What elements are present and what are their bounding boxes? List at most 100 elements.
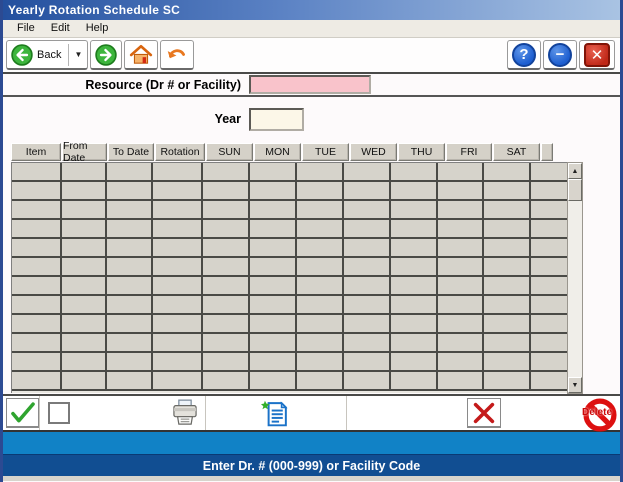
table-cell[interactable] xyxy=(484,315,531,332)
table-cell[interactable] xyxy=(250,201,297,218)
table-cell[interactable] xyxy=(62,372,107,389)
back-dropdown-caret-icon[interactable]: ▼ xyxy=(74,50,83,59)
table-cell[interactable] xyxy=(250,315,297,332)
table-cell[interactable] xyxy=(153,258,203,275)
table-cell[interactable] xyxy=(107,220,153,237)
table-cell[interactable] xyxy=(107,201,153,218)
forward-button[interactable] xyxy=(90,40,123,70)
table-cell[interactable] xyxy=(391,239,438,256)
table-cell[interactable] xyxy=(12,372,62,389)
table-cell[interactable] xyxy=(62,277,107,294)
table-cell[interactable] xyxy=(203,277,250,294)
table-cell[interactable] xyxy=(484,334,531,351)
table-cell[interactable] xyxy=(531,372,567,389)
table-cell[interactable] xyxy=(484,372,531,389)
scrollbar-track[interactable] xyxy=(568,201,582,377)
confirm-button[interactable] xyxy=(6,398,39,428)
table-cell[interactable] xyxy=(438,201,484,218)
table-cell[interactable] xyxy=(107,372,153,389)
table-cell[interactable] xyxy=(438,182,484,199)
table-cell[interactable] xyxy=(438,372,484,389)
delete-button[interactable]: Delete xyxy=(581,398,620,432)
table-row[interactable] xyxy=(12,239,567,258)
table-cell[interactable] xyxy=(12,201,62,218)
table-row[interactable] xyxy=(12,353,567,372)
table-cell[interactable] xyxy=(391,258,438,275)
table-cell[interactable] xyxy=(12,220,62,237)
table-cell[interactable] xyxy=(107,334,153,351)
table-cell[interactable] xyxy=(391,277,438,294)
table-cell[interactable] xyxy=(203,182,250,199)
table-row[interactable] xyxy=(12,201,567,220)
table-cell[interactable] xyxy=(12,353,62,370)
table-cell[interactable] xyxy=(344,182,391,199)
table-row[interactable] xyxy=(12,372,567,391)
table-cell[interactable] xyxy=(297,353,344,370)
table-cell[interactable] xyxy=(250,163,297,180)
table-cell[interactable] xyxy=(12,277,62,294)
table-cell[interactable] xyxy=(12,296,62,313)
table-cell[interactable] xyxy=(62,334,107,351)
table-cell[interactable] xyxy=(62,353,107,370)
table-cell[interactable] xyxy=(250,277,297,294)
table-cell[interactable] xyxy=(297,182,344,199)
table-cell[interactable] xyxy=(153,334,203,351)
table-cell[interactable] xyxy=(438,353,484,370)
table-cell[interactable] xyxy=(391,296,438,313)
print-icon[interactable] xyxy=(169,398,201,428)
table-cell[interactable] xyxy=(62,182,107,199)
table-cell[interactable] xyxy=(107,239,153,256)
table-cell[interactable] xyxy=(344,201,391,218)
table-cell[interactable] xyxy=(531,334,567,351)
table-cell[interactable] xyxy=(62,163,107,180)
undo-button[interactable] xyxy=(160,40,195,70)
help-button[interactable]: ? xyxy=(507,40,541,70)
table-cell[interactable] xyxy=(203,220,250,237)
table-cell[interactable] xyxy=(484,182,531,199)
table-row[interactable] xyxy=(12,296,567,315)
table-cell[interactable] xyxy=(297,220,344,237)
table-cell[interactable] xyxy=(484,258,531,275)
table-cell[interactable] xyxy=(153,372,203,389)
table-cell[interactable] xyxy=(153,315,203,332)
table-cell[interactable] xyxy=(250,220,297,237)
table-cell[interactable] xyxy=(344,372,391,389)
table-cell[interactable] xyxy=(203,239,250,256)
table-cell[interactable] xyxy=(391,334,438,351)
table-cell[interactable] xyxy=(438,334,484,351)
table-cell[interactable] xyxy=(297,315,344,332)
table-cell[interactable] xyxy=(12,334,62,351)
table-cell[interactable] xyxy=(531,201,567,218)
table-row[interactable] xyxy=(12,182,567,201)
table-cell[interactable] xyxy=(297,239,344,256)
table-row[interactable] xyxy=(12,334,567,353)
notes-icon[interactable] xyxy=(260,398,292,428)
vertical-scrollbar[interactable]: ▲ ▼ xyxy=(567,162,583,394)
table-cell[interactable] xyxy=(62,296,107,313)
table-cell[interactable] xyxy=(12,163,62,180)
option-checkbox[interactable] xyxy=(48,402,70,424)
table-cell[interactable] xyxy=(107,353,153,370)
table-cell[interactable] xyxy=(250,182,297,199)
table-cell[interactable] xyxy=(250,239,297,256)
table-cell[interactable] xyxy=(250,258,297,275)
table-cell[interactable] xyxy=(344,220,391,237)
table-cell[interactable] xyxy=(297,201,344,218)
table-cell[interactable] xyxy=(531,296,567,313)
table-cell[interactable] xyxy=(107,258,153,275)
table-cell[interactable] xyxy=(531,258,567,275)
table-cell[interactable] xyxy=(438,315,484,332)
table-cell[interactable] xyxy=(484,277,531,294)
table-cell[interactable] xyxy=(12,315,62,332)
table-cell[interactable] xyxy=(297,372,344,389)
close-button[interactable]: ✕ xyxy=(579,40,615,70)
table-cell[interactable] xyxy=(153,353,203,370)
table-row[interactable] xyxy=(12,315,567,334)
table-cell[interactable] xyxy=(391,220,438,237)
table-cell[interactable] xyxy=(153,277,203,294)
table-row[interactable] xyxy=(12,258,567,277)
home-button[interactable] xyxy=(124,40,159,70)
table-cell[interactable] xyxy=(107,296,153,313)
scroll-down-icon[interactable]: ▼ xyxy=(568,377,582,393)
table-cell[interactable] xyxy=(203,315,250,332)
